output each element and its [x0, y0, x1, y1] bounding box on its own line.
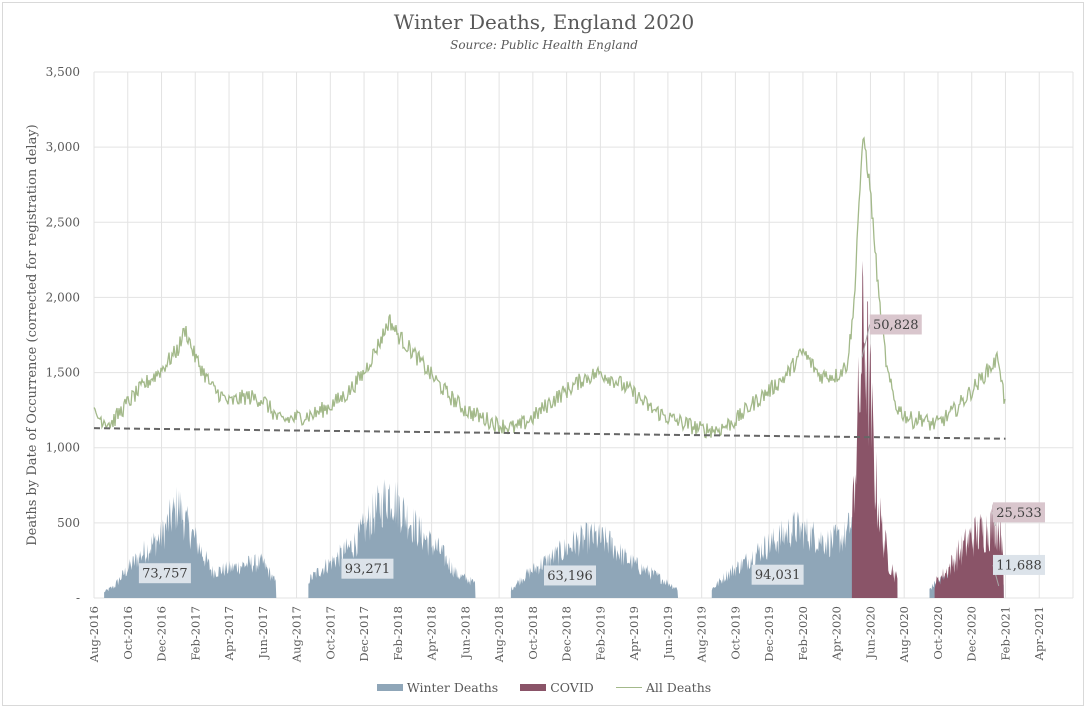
x-tick-label: Aug-2017 — [290, 606, 304, 663]
y-tick-label: 2,500 — [46, 215, 80, 229]
trend-line — [93, 427, 1006, 440]
legend-label: Winter Deaths — [406, 680, 499, 695]
chart-subtitle: Source: Public Health England — [450, 38, 638, 52]
x-tick-label: Aug-2016 — [87, 606, 101, 663]
winter-deaths-area — [308, 479, 476, 598]
y-tick-label: 1,500 — [46, 366, 80, 380]
x-tick-label: Jun-2017 — [256, 606, 270, 660]
x-tick-label: Aug-2018 — [492, 606, 506, 663]
grid-lines — [93, 71, 1074, 599]
all-deaths-line — [93, 136, 1006, 439]
series-trend — [93, 427, 1006, 440]
legend-swatch-winter — [376, 684, 403, 691]
leader-line — [861, 324, 871, 358]
covid-area — [851, 260, 898, 598]
legend-label: COVID — [550, 680, 594, 695]
legend: Winter Deaths COVID All Deaths — [0, 680, 1088, 695]
x-tick-label: Apr-2018 — [425, 606, 439, 661]
data-label-box — [992, 502, 1045, 523]
data-label: 25,533 — [996, 506, 1042, 521]
y-tick-label: 3,500 — [46, 65, 80, 79]
data-label: 63,196 — [547, 569, 593, 584]
y-axis-ticks: - 500 1,000 1,500 2,000 2,500 3,000 3,500 — [46, 65, 80, 605]
legend-item-covid[interactable]: COVID — [520, 680, 594, 695]
x-tick-label: Oct-2019 — [728, 606, 742, 660]
x-tick-label: Oct-2018 — [526, 606, 540, 660]
chart-title: Winter Deaths, England 2020 — [393, 10, 695, 34]
data-label-box — [341, 558, 394, 579]
x-tick-label: Jun-2020 — [863, 606, 877, 660]
x-tick-label: Dec-2016 — [155, 606, 169, 662]
x-tick-label: Apr-2021 — [1032, 606, 1046, 661]
x-tick-label: Feb-2018 — [391, 606, 405, 661]
legend-swatch-all-deaths — [615, 687, 642, 688]
y-tick-label: 2,000 — [46, 290, 80, 304]
covid-area — [934, 503, 1004, 598]
x-axis-ticks: Aug-2016 Oct-2016 Dec-2016 Feb-2017 Apr-2017… — [87, 606, 1046, 663]
data-label: 50,828 — [873, 318, 919, 333]
x-tick-label: Jun-2018 — [458, 606, 472, 660]
x-tick-label: Feb-2020 — [796, 606, 810, 661]
series-all-deaths — [93, 136, 1006, 439]
y-tick-label: 3,000 — [46, 140, 80, 154]
y-tick-label: 500 — [57, 516, 80, 530]
x-tick-label: Aug-2020 — [897, 606, 911, 663]
winter-deaths-area — [510, 521, 679, 598]
legend-item-all-deaths[interactable]: All Deaths — [615, 680, 712, 695]
series-covid — [851, 260, 1004, 598]
x-tick-label: Feb-2019 — [593, 606, 607, 661]
data-label: 94,031 — [755, 568, 801, 583]
x-tick-label: Dec-2018 — [560, 606, 574, 662]
data-label: 93,271 — [345, 562, 391, 577]
legend-label: All Deaths — [645, 680, 712, 695]
y-axis-label: Deaths by Date of Occurrence (corrected … — [25, 124, 40, 546]
data-label: 11,688 — [996, 558, 1042, 573]
y-tick-label: - — [76, 591, 80, 605]
x-tick-label: Feb-2021 — [998, 606, 1012, 661]
legend-item-winter-deaths[interactable]: Winter Deaths — [376, 680, 499, 695]
legend-swatch-covid — [520, 684, 547, 691]
x-tick-label: Jun-2019 — [661, 606, 675, 660]
data-label-box — [138, 563, 191, 584]
x-tick-label: Oct-2016 — [121, 606, 135, 660]
x-tick-label: Apr-2019 — [627, 606, 641, 661]
x-tick-label: Apr-2020 — [830, 606, 844, 661]
annotations: 73,757 93,271 63,196 94,031 50,828 25,533 11,6… — [138, 314, 1045, 587]
x-tick-label: Feb-2017 — [188, 606, 202, 661]
data-label-box — [543, 565, 596, 586]
data-label-box — [869, 314, 922, 335]
data-label-box — [992, 554, 1045, 575]
x-tick-label: Oct-2020 — [931, 606, 945, 660]
x-tick-label: Dec-2020 — [965, 606, 979, 662]
data-label: 73,757 — [142, 567, 188, 582]
y-tick-label: 1,000 — [46, 441, 80, 455]
x-tick-label: Dec-2019 — [762, 606, 776, 662]
x-tick-label: Apr-2017 — [222, 606, 236, 661]
x-tick-label: Dec-2017 — [357, 606, 371, 662]
data-label-box — [751, 564, 804, 585]
x-tick-label: Aug-2019 — [695, 606, 709, 663]
x-tick-label: Oct-2017 — [323, 606, 337, 660]
